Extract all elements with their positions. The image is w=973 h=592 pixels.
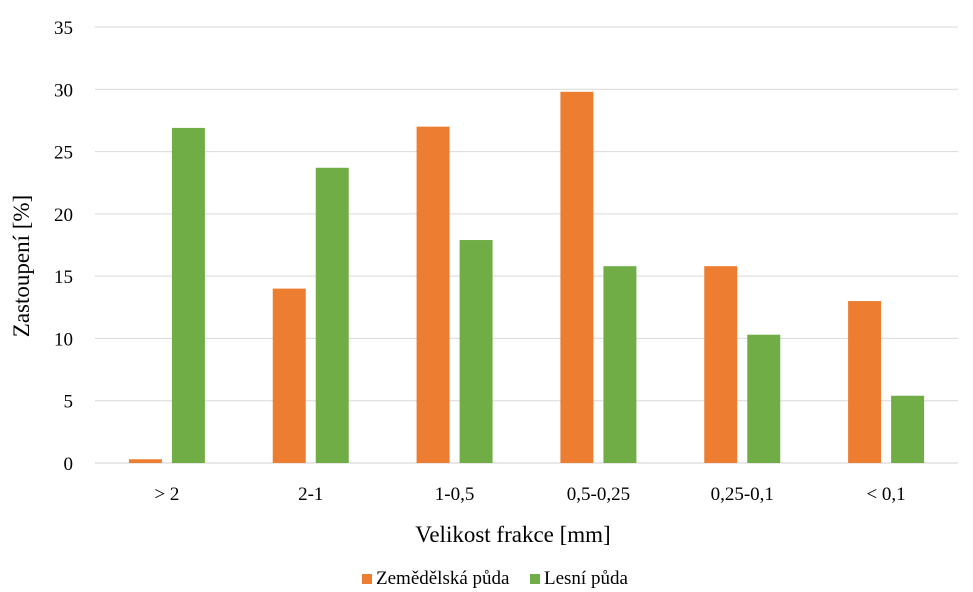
y-tick-label: 20 bbox=[54, 205, 73, 226]
bar-zemedelska-5 bbox=[848, 301, 882, 463]
y-tick-label: 30 bbox=[54, 80, 73, 101]
legend-swatch-forest bbox=[530, 574, 540, 584]
y-tick-label: 15 bbox=[54, 267, 73, 288]
bars bbox=[128, 91, 925, 464]
bar-lesni-4 bbox=[747, 334, 781, 463]
legend: Zemědělská půda Lesní půda bbox=[362, 568, 628, 589]
y-tick-label: 25 bbox=[54, 143, 73, 164]
bar-zemedelska-3 bbox=[560, 91, 594, 463]
gridlines bbox=[95, 26, 958, 464]
bar-lesni-1 bbox=[315, 167, 349, 463]
bar-zemedelska-4 bbox=[704, 266, 738, 463]
bar-lesni-3 bbox=[603, 266, 637, 463]
legend-label-forest: Lesní půda bbox=[544, 568, 628, 589]
x-category-label: 2-1 bbox=[298, 484, 323, 505]
x-category-label: > 2 bbox=[154, 484, 179, 505]
x-axis-categories: > 2 2-1 1-0,5 0,5-0,25 0,25-0,1 < 0,1 bbox=[154, 484, 905, 505]
bar-zemedelska-2 bbox=[416, 126, 450, 464]
bar-lesni-0 bbox=[171, 127, 205, 463]
x-category-label: 0,25-0,1 bbox=[711, 484, 774, 505]
bar-zemedelska-1 bbox=[272, 288, 306, 463]
bar-lesni-5 bbox=[891, 395, 925, 463]
y-axis-title: Zastoupení [%] bbox=[9, 195, 34, 337]
x-category-label: < 0,1 bbox=[866, 484, 905, 505]
y-axis-ticks: 0 5 10 15 20 25 30 35 bbox=[54, 18, 73, 475]
x-axis-title: Velikost frakce [mm] bbox=[415, 522, 610, 547]
legend-label-agricultural: Zemědělská půda bbox=[376, 568, 510, 589]
y-tick-label: 10 bbox=[54, 329, 73, 350]
y-tick-label: 5 bbox=[64, 392, 74, 413]
bar-lesni-2 bbox=[459, 240, 493, 463]
bar-zemedelska-0 bbox=[128, 459, 162, 463]
legend-swatch-agricultural bbox=[362, 574, 372, 584]
y-tick-label: 0 bbox=[64, 454, 74, 475]
x-category-label: 0,5-0,25 bbox=[567, 484, 630, 505]
y-tick-label: 35 bbox=[54, 18, 73, 39]
x-category-label: 1-0,5 bbox=[435, 484, 475, 505]
